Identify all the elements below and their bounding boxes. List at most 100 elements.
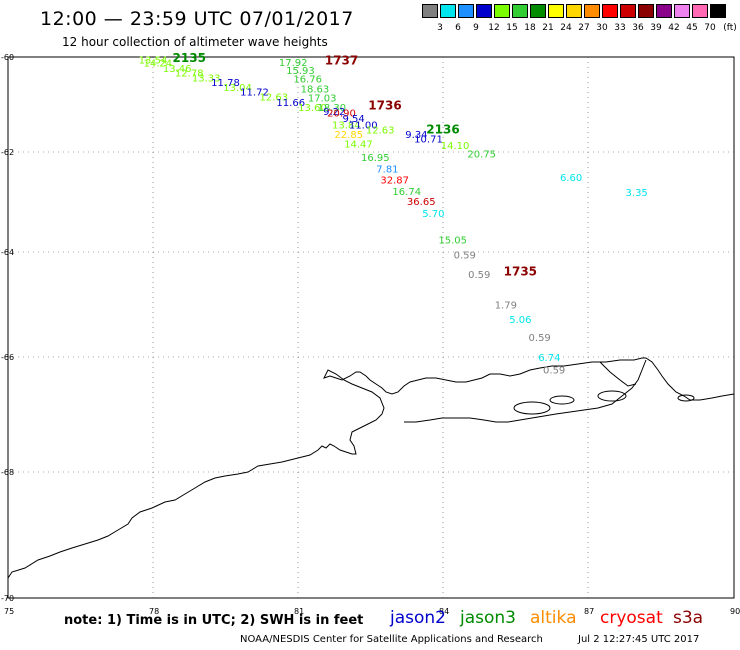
wave-height-value: 12.78 xyxy=(175,69,204,80)
wave-height-value: 13.60 xyxy=(298,103,327,114)
pass-time-label: 2135 xyxy=(173,51,206,65)
wave-height-value: 11.72 xyxy=(240,88,269,99)
scale-swatch xyxy=(584,4,600,18)
wave-height-value: 0.59 xyxy=(468,270,490,281)
scale-swatch xyxy=(512,4,528,18)
pass-time-label: 1736 xyxy=(368,99,401,113)
lat-tick-label: -70 xyxy=(1,594,14,603)
legend-cryosat: cryosat xyxy=(600,608,663,628)
scale-label: 45 xyxy=(686,23,698,33)
pass-time-label: 2136 xyxy=(426,122,459,136)
wave-height-value: 10.71 xyxy=(414,135,443,146)
wave-height-value: 13.04 xyxy=(223,83,252,94)
wave-height-value: 18.63 xyxy=(301,84,330,95)
credit-text: NOAA/NESDIS Center for Satellite Applica… xyxy=(240,634,543,645)
scale-label: 21 xyxy=(542,23,554,33)
scale-swatch xyxy=(530,4,546,18)
scale-label: 27 xyxy=(578,23,590,33)
scale-label: 3 xyxy=(437,23,443,33)
lat-tick-label: -62 xyxy=(1,148,14,157)
wave-height-value: 11.66 xyxy=(276,98,305,109)
wave-height-value: 16.95 xyxy=(361,153,390,164)
wave-height-value: 9.54 xyxy=(342,114,364,125)
legend-jason2: jason2 xyxy=(390,608,446,628)
scale-swatch xyxy=(620,4,636,18)
coastline-ridge xyxy=(599,361,637,387)
island xyxy=(677,394,695,402)
antarctic-coastline xyxy=(7,357,735,579)
scale-swatch xyxy=(458,4,474,18)
wave-height-value: 16.76 xyxy=(293,74,322,85)
scale-label: 42 xyxy=(668,23,680,33)
island xyxy=(549,395,575,405)
wave-height-value: 36.65 xyxy=(407,197,436,208)
wave-height-value: 20.90 xyxy=(327,109,356,120)
wave-height-value: 22.85 xyxy=(334,130,363,141)
wave-height-value: 5.06 xyxy=(509,315,531,326)
axis-labels: 75 78 81 84 87 90 -60 -62 -64 -66 -68 -70 xyxy=(1,53,740,616)
wave-height-value: 17.92 xyxy=(279,58,308,69)
wave-height-value: 1.79 xyxy=(495,301,517,312)
wave-height-value: 15.93 xyxy=(286,66,315,77)
island xyxy=(597,390,627,402)
wave-height-value: 17.03 xyxy=(308,93,337,104)
pass-time-label: 1737 xyxy=(325,53,358,67)
wave-height-value: 13.54 xyxy=(139,55,168,66)
lat-tick-label: -60 xyxy=(1,53,14,62)
scale-label: 70 xyxy=(704,23,716,33)
wave-height-value: 13.33 xyxy=(192,73,221,84)
wave-height-value: 3.35 xyxy=(626,188,648,199)
map-frame xyxy=(7,56,735,599)
wave-height-value: 32.87 xyxy=(380,176,409,187)
scale-label: 24 xyxy=(560,23,572,33)
wave-height-value: 0.59 xyxy=(529,333,551,344)
scale-swatch xyxy=(494,4,510,18)
scale-label: 30 xyxy=(596,23,608,33)
wave-height-value: 11.00 xyxy=(349,120,378,131)
wave-height-value: 5.70 xyxy=(422,209,444,220)
map-subtitle: 12 hour collection of altimeter wave hei… xyxy=(62,35,328,49)
wave-height-value: 18.30 xyxy=(318,103,347,114)
scale-swatch xyxy=(476,4,492,18)
wave-height-value: 15.05 xyxy=(438,236,467,247)
scale-label: 15 xyxy=(506,23,518,33)
scale-label: 9 xyxy=(473,23,479,33)
wave-height-observations: 13.5414.2413.4612.7813.3311.7813.0411.72… xyxy=(139,55,648,376)
wave-height-value: 7.81 xyxy=(376,165,398,176)
wave-height-value: 11.78 xyxy=(211,78,240,89)
scale-swatch xyxy=(692,4,708,18)
lat-tick-label: -64 xyxy=(1,248,14,257)
scale-label: 33 xyxy=(614,23,626,33)
lon-tick-label: 81 xyxy=(294,607,304,616)
note-text: note: 1) Time is in UTC; 2) SWH is in fe… xyxy=(64,613,364,628)
wave-height-value: 9.22 xyxy=(323,107,345,118)
scale-swatch xyxy=(674,4,690,18)
wave-height-value: 9.34 xyxy=(405,130,427,141)
pass-time-label: 1735 xyxy=(504,264,537,278)
scale-label: 18 xyxy=(524,23,536,33)
lat-tick-label: -68 xyxy=(1,468,14,477)
scale-swatch xyxy=(602,4,618,18)
lon-tick-label: 90 xyxy=(730,607,740,616)
wave-height-value: 13.84 xyxy=(332,120,361,131)
legend-altika: altika xyxy=(530,608,577,628)
wave-height-value: 13.46 xyxy=(163,64,192,75)
wave-height-value: 14.47 xyxy=(344,139,373,150)
coastline-inlet xyxy=(404,359,647,423)
wave-height-value: 6.60 xyxy=(560,173,582,184)
scale-swatch xyxy=(566,4,582,18)
pass-time-labels: 2135 1737 1736 2136 1735 xyxy=(173,51,537,278)
wave-height-value: 0.59 xyxy=(454,251,476,262)
wave-height-value: 12.63 xyxy=(366,126,395,137)
scale-unit: (ft) xyxy=(723,23,737,33)
wave-height-value: 12.63 xyxy=(260,92,289,103)
lon-tick-label: 75 xyxy=(4,607,14,616)
scale-label: 36 xyxy=(632,23,644,33)
legend-jason3: jason3 xyxy=(460,608,516,628)
wave-height-value: 0.59 xyxy=(543,366,565,377)
lon-tick-label: 84 xyxy=(439,607,449,616)
map-title: 12:00 — 23:59 UTC 07/01/2017 xyxy=(40,8,354,30)
wave-height-value: 14.10 xyxy=(441,141,470,152)
scale-swatch xyxy=(440,4,456,18)
wave-height-value: 20.75 xyxy=(467,150,496,161)
